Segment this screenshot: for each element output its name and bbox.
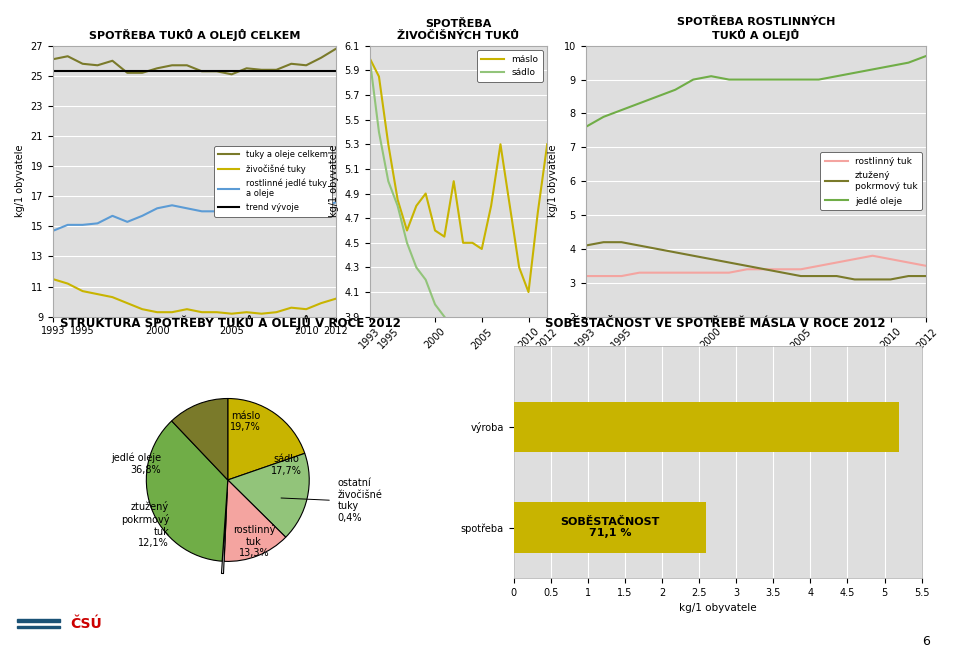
Legend: máslo, sádlo: máslo, sádlo	[477, 50, 542, 82]
Text: SOBĚSTAČNOST VE SPOTŘEBĚ MÁSLA V ROCE 2012: SOBĚSTAČNOST VE SPOTŘEBĚ MÁSLA V ROCE 20…	[545, 317, 885, 330]
Title: SPOTŘEBA ROSTLINNÝCH
TUKŮ A OLEJŮ: SPOTŘEBA ROSTLINNÝCH TUKŮ A OLEJŮ	[677, 17, 835, 40]
Wedge shape	[146, 421, 228, 561]
Text: sádlo
17,7%: sádlo 17,7%	[271, 454, 301, 476]
Title: SPOTŘEBA
ŽIVOČIŠNÝCH TUKŮ: SPOTŘEBA ŽIVOČIŠNÝCH TUKŮ	[397, 19, 519, 40]
Wedge shape	[228, 453, 309, 537]
Y-axis label: kg/1 obyvatele: kg/1 obyvatele	[15, 145, 25, 217]
Y-axis label: kg/1 obyvatele: kg/1 obyvatele	[548, 145, 558, 217]
Wedge shape	[222, 492, 228, 573]
Wedge shape	[228, 398, 304, 480]
Bar	[514, 502, 707, 552]
Text: SOBĚSTAČNOST
71,1 %: SOBĚSTAČNOST 71,1 %	[561, 517, 660, 538]
Wedge shape	[225, 480, 286, 562]
Y-axis label: kg/1 obyvatele: kg/1 obyvatele	[329, 145, 339, 217]
Text: ČSÚ: ČSÚ	[70, 617, 102, 631]
Legend: rostlinný tuk, ztužený
pokrmový tuk, jedlé oleje: rostlinný tuk, ztužený pokrmový tuk, jed…	[821, 152, 922, 210]
Text: jedlé oleje
36,8%: jedlé oleje 36,8%	[110, 453, 161, 475]
Text: STRUKTURA SPOTŘEBY TUKŮ A OLEJŮ V ROCE 2012: STRUKTURA SPOTŘEBY TUKŮ A OLEJŮ V ROCE 2…	[60, 315, 401, 330]
Text: rostlinný
tuk
13,3%: rostlinný tuk 13,3%	[232, 524, 275, 558]
Text: ztužený
pokrmový
tuk
12,1%: ztužený pokrmový tuk 12,1%	[121, 502, 169, 549]
Text: 6: 6	[923, 635, 930, 648]
X-axis label: kg/1 obyvatele: kg/1 obyvatele	[679, 603, 756, 613]
Text: ostatní
živočišné
tuky
0,4%: ostatní živočišné tuky 0,4%	[338, 478, 383, 522]
Wedge shape	[172, 398, 228, 480]
Title: SPOTŘEBA TUKŮ A OLEJŮ CELKEM: SPOTŘEBA TUKŮ A OLEJŮ CELKEM	[88, 29, 300, 40]
Bar	[514, 402, 900, 452]
Text: máslo
19,7%: máslo 19,7%	[230, 411, 261, 432]
Legend: tuky a oleje celkem, živočišné tuky, rostlinné jedlé tuky
a oleje, trend vývoje: tuky a oleje celkem, živočišné tuky, ros…	[214, 146, 332, 217]
